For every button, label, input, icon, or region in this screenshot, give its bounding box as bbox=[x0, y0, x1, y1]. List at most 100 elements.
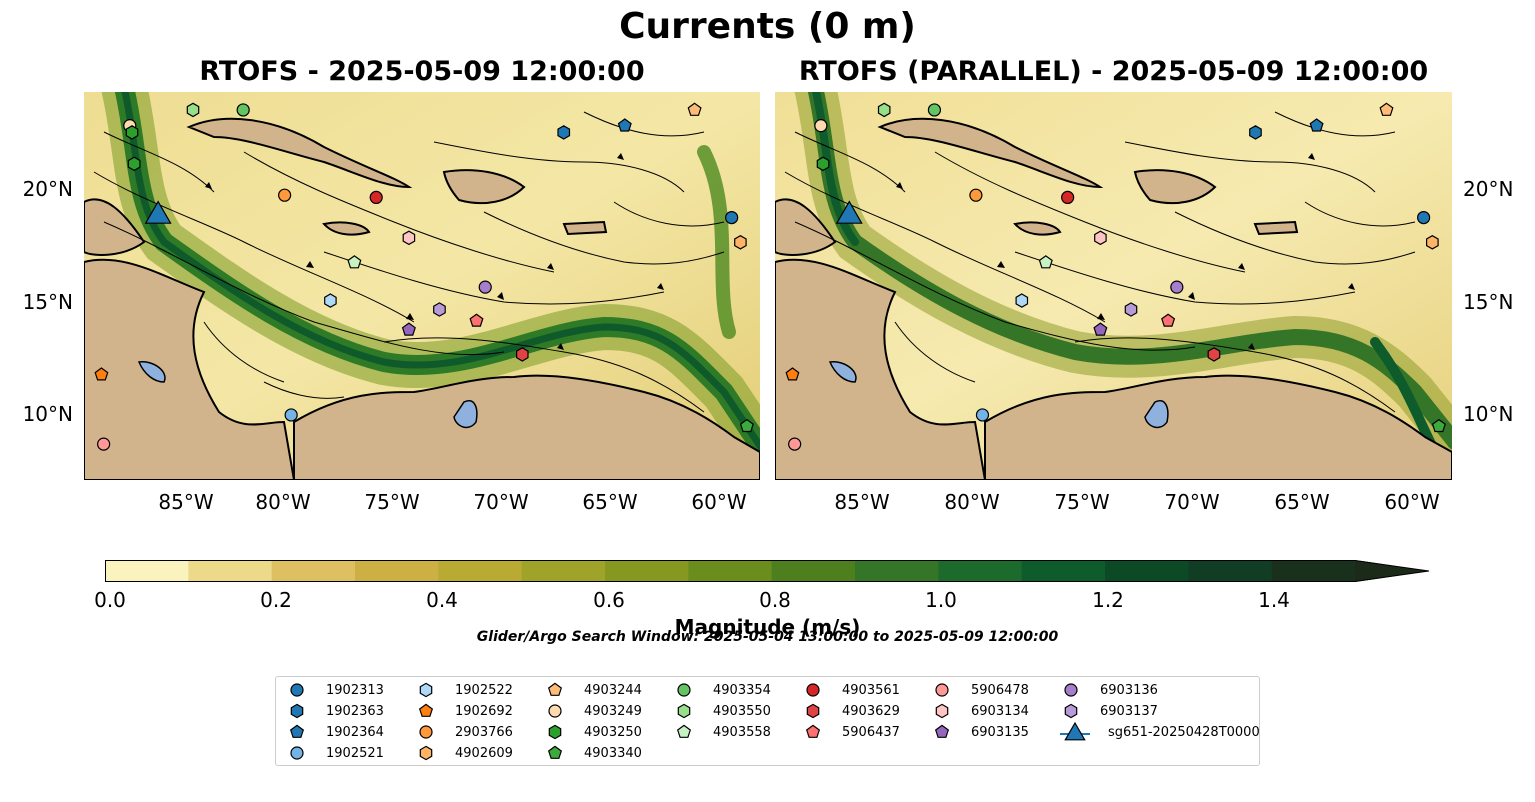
x-tick-label: 65°W bbox=[1274, 490, 1330, 514]
legend-item-label: 5906478 bbox=[971, 682, 1029, 698]
legend-item: 4903249 bbox=[544, 701, 642, 721]
pentagon-marker-icon bbox=[547, 745, 563, 759]
colorbar-segment bbox=[1188, 560, 1273, 582]
argo-float-marker bbox=[186, 102, 200, 118]
x-tick-label: 70°W bbox=[473, 490, 529, 514]
colorbar-tick-label: 0.2 bbox=[260, 588, 292, 612]
hexagon-marker-icon bbox=[677, 703, 691, 719]
x-tick-label: 70°W bbox=[1164, 490, 1220, 514]
legend-item: 4903561 bbox=[802, 680, 900, 700]
argo-float-marker bbox=[1417, 210, 1431, 225]
argo-float-marker bbox=[125, 125, 139, 140]
legend-item-label: 4902609 bbox=[455, 745, 513, 761]
colorbar-tick-label: 0.6 bbox=[593, 588, 625, 612]
cuba bbox=[186, 117, 413, 189]
circle-marker-icon bbox=[290, 683, 304, 697]
legend-item: 6903137 bbox=[1060, 701, 1158, 721]
legend-item-label: 4903340 bbox=[584, 745, 642, 761]
colorbar-segment bbox=[688, 560, 773, 582]
legend-item-label: 6903136 bbox=[1100, 682, 1158, 698]
colorbar-segment bbox=[188, 560, 273, 582]
central-america bbox=[84, 258, 296, 480]
lakes bbox=[828, 361, 1169, 429]
argo-float-marker bbox=[1431, 418, 1446, 433]
argo-float-marker bbox=[94, 367, 109, 381]
argo-float-marker bbox=[433, 302, 446, 317]
legend-item: 1902522 bbox=[415, 680, 513, 700]
legend-item: 1902364 bbox=[286, 722, 384, 742]
legend-item-label: 6903134 bbox=[971, 703, 1029, 719]
legend-item: 6903136 bbox=[1060, 680, 1158, 700]
x-tick-label: 75°W bbox=[1054, 490, 1110, 514]
argo-float-marker bbox=[975, 408, 990, 422]
argo-float-marker bbox=[1249, 125, 1262, 140]
colorbar-segment bbox=[605, 560, 689, 582]
glider-marker bbox=[144, 200, 172, 224]
x-tick-label: 65°W bbox=[582, 490, 638, 514]
legend-item: 1902521 bbox=[286, 743, 384, 763]
argo-float-marker bbox=[1309, 118, 1324, 132]
south-america bbox=[984, 374, 1452, 480]
lake-maracaibo bbox=[453, 400, 478, 429]
argo-float-marker bbox=[969, 188, 983, 202]
legend-item: 4902609 bbox=[415, 743, 513, 763]
argo-float-marker bbox=[725, 210, 739, 225]
argo-float-marker bbox=[1015, 293, 1029, 308]
circle-marker-icon bbox=[806, 683, 820, 697]
y-tick-label: 15°N bbox=[1463, 290, 1514, 314]
cuba bbox=[877, 117, 1104, 189]
legend-item: 4903340 bbox=[544, 743, 642, 763]
legend-item: 5906437 bbox=[802, 722, 900, 742]
y-tick-label: 10°N bbox=[22, 402, 73, 426]
legend-item-label: 1902364 bbox=[326, 724, 384, 740]
argo-float-marker bbox=[1161, 313, 1176, 327]
legend-item: 6903135 bbox=[931, 722, 1029, 742]
circle-marker-icon bbox=[419, 725, 433, 739]
circle-marker-icon bbox=[290, 746, 304, 760]
land-masses bbox=[84, 117, 760, 480]
legend-item: 5906478 bbox=[931, 680, 1029, 700]
legend-item-label: 4903629 bbox=[842, 703, 900, 719]
circle-marker-icon bbox=[548, 704, 562, 718]
yucatan bbox=[84, 198, 146, 256]
argo-float-marker bbox=[369, 190, 383, 205]
pentagon-marker-icon bbox=[934, 724, 950, 738]
search-window-caption: Glider/Argo Search Window: 2025-05-04 13… bbox=[476, 629, 1059, 645]
pentagon-marker-icon bbox=[289, 724, 305, 738]
left-panel-title: RTOFS - 2025-05-09 12:00:00 bbox=[199, 56, 645, 87]
colorbar-segment bbox=[521, 560, 606, 582]
colorbar-segment bbox=[1105, 560, 1189, 582]
legend-item-label: 4903558 bbox=[713, 724, 771, 740]
legend-item-label: 4903561 bbox=[842, 682, 900, 698]
circle-marker-icon bbox=[935, 683, 949, 697]
hexagon-marker-icon bbox=[548, 724, 562, 740]
argo-float-marker bbox=[127, 156, 141, 172]
puerto-rico bbox=[562, 220, 608, 236]
argo-float-marker bbox=[739, 418, 754, 433]
glider-marker bbox=[835, 200, 863, 224]
legend-item: 1902363 bbox=[286, 701, 384, 721]
argo-float-marker bbox=[617, 118, 632, 132]
legend-item-label: 4903354 bbox=[713, 682, 771, 698]
legend-item-label: 6903135 bbox=[971, 724, 1029, 740]
legend-item: 1902313 bbox=[286, 680, 384, 700]
circle-marker-icon bbox=[1064, 683, 1078, 697]
lakes bbox=[137, 361, 478, 429]
puerto-rico bbox=[1253, 220, 1299, 236]
colorbar-tick-label: 0.8 bbox=[759, 588, 791, 612]
legend-item: 4903250 bbox=[544, 722, 642, 742]
current-arrows bbox=[896, 153, 1355, 350]
right-panel-title: RTOFS (PARALLEL) - 2025-05-09 12:00:00 bbox=[798, 56, 1429, 87]
colorbar-segment bbox=[1271, 560, 1356, 582]
hexagon-marker-icon bbox=[806, 703, 820, 719]
argo-float-marker bbox=[814, 119, 828, 133]
legend-item-label: 5906437 bbox=[842, 724, 900, 740]
argo-float-marker bbox=[516, 347, 529, 362]
colorbar-segment bbox=[938, 560, 1023, 582]
figure-title: Currents (0 m) bbox=[619, 6, 916, 47]
streamlines bbox=[784, 111, 1416, 413]
argo-float-marker bbox=[927, 103, 942, 117]
y-tick-label: 20°N bbox=[22, 177, 73, 201]
argo-float-marker bbox=[1061, 190, 1075, 205]
legend: 1902313 1902363 1902364 1902521 1902522 19026… bbox=[275, 676, 1260, 766]
